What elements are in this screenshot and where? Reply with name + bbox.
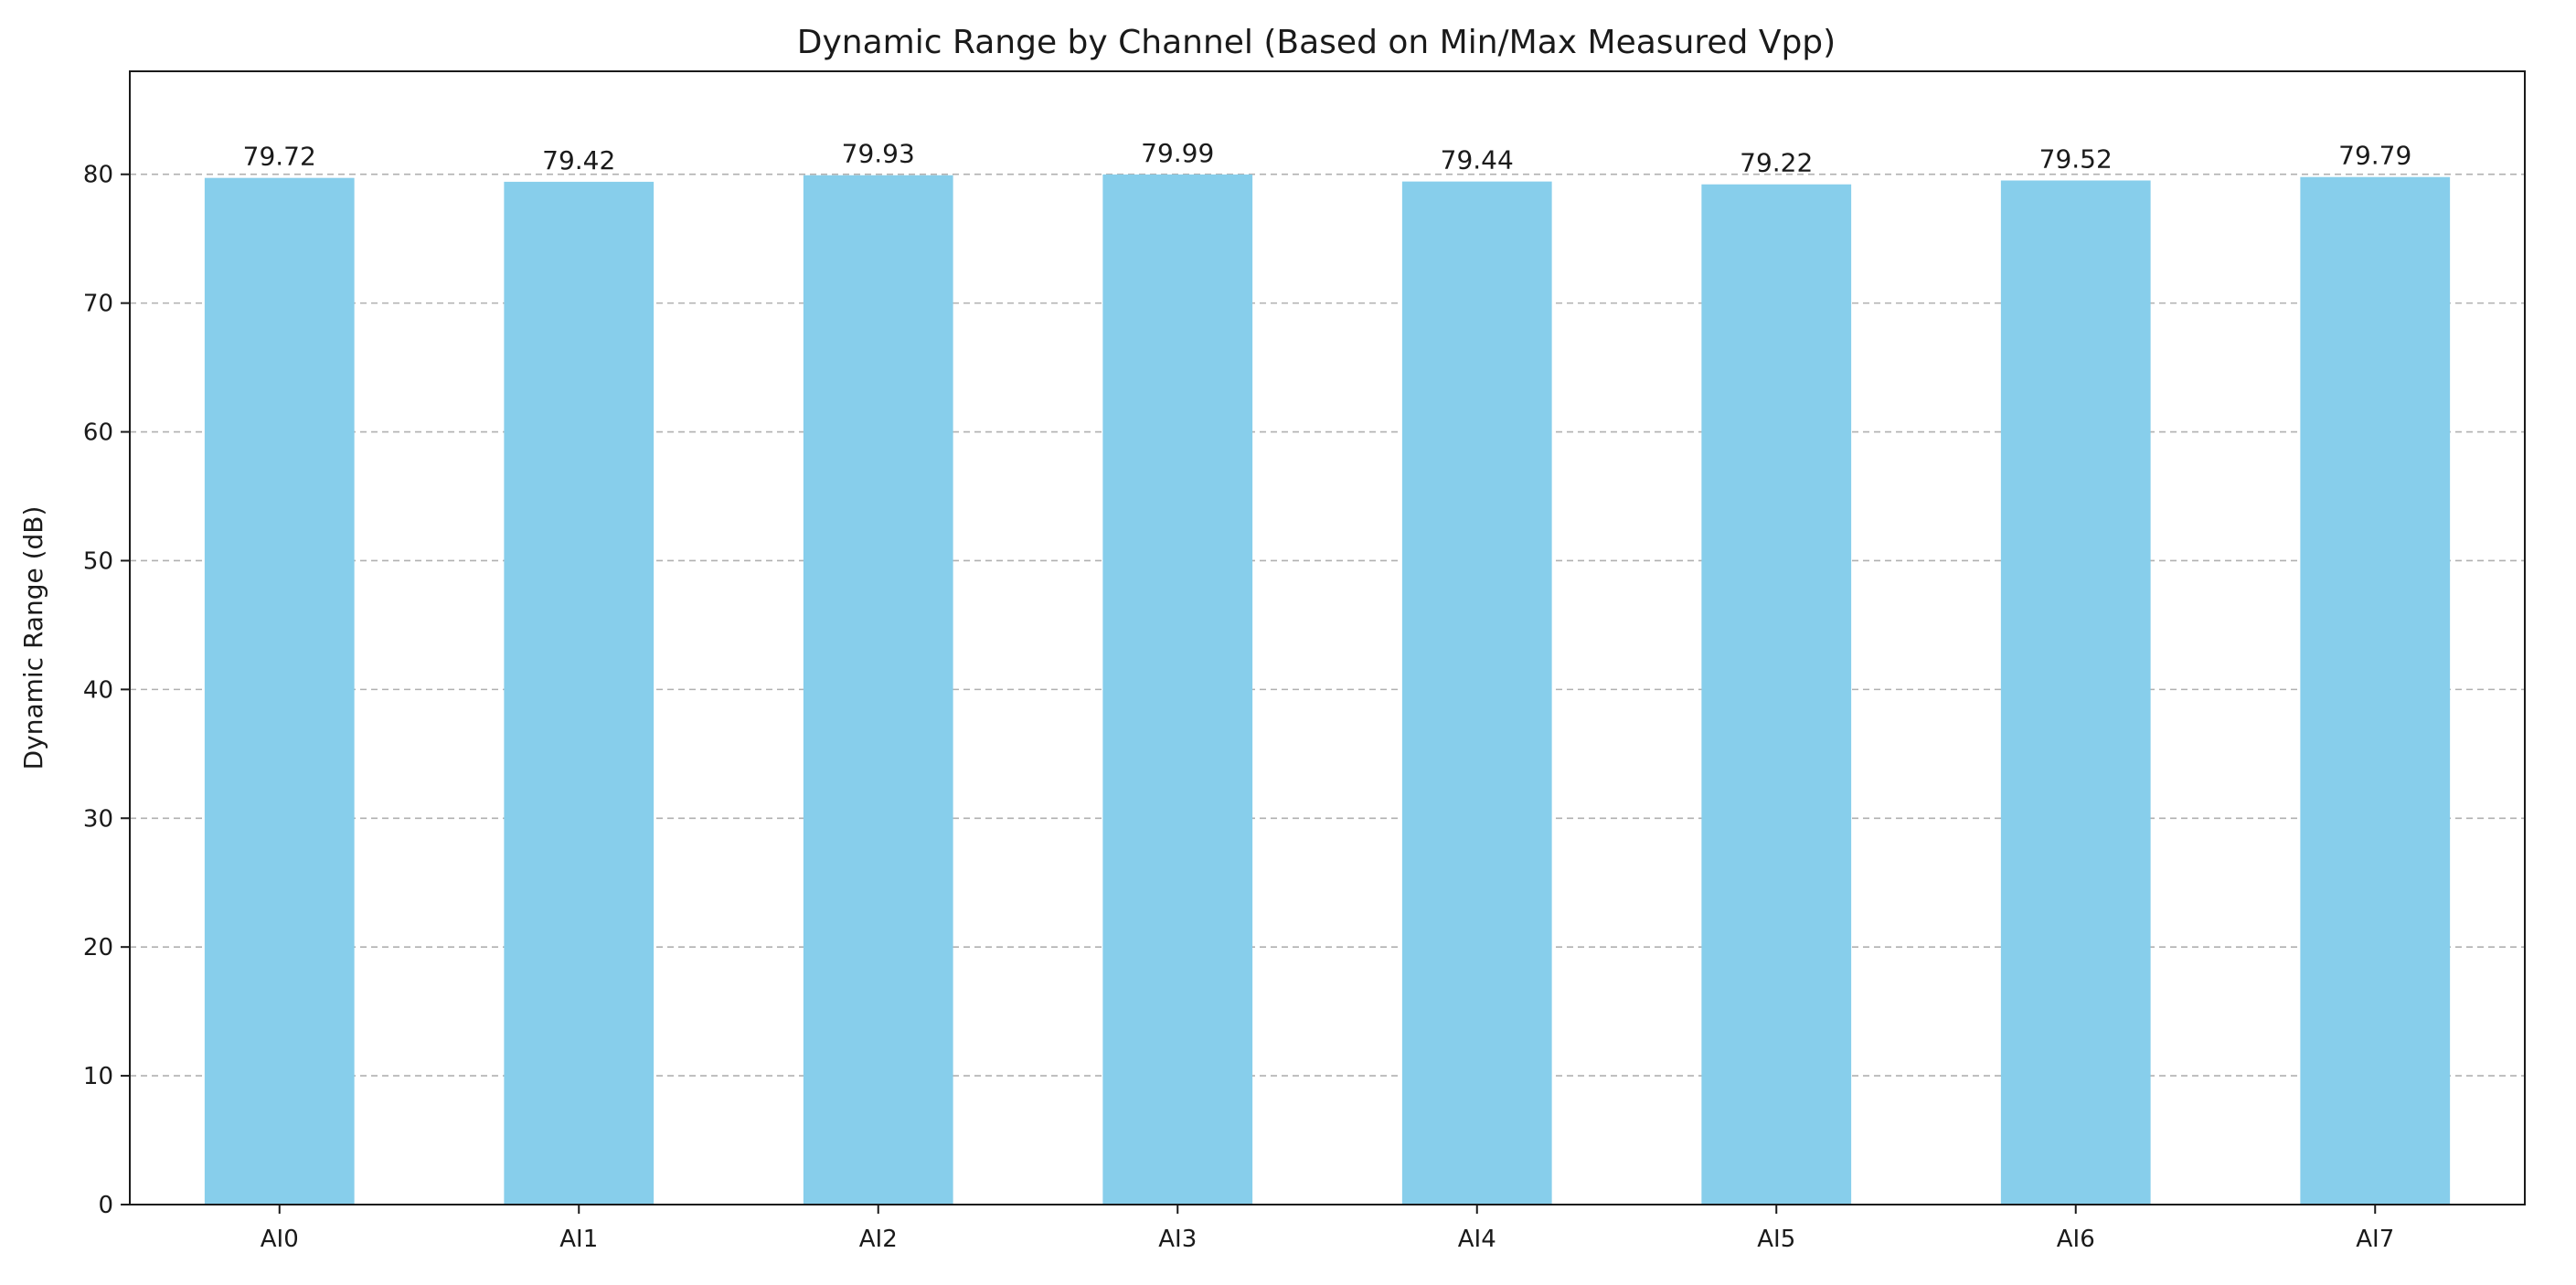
y-tick-label: 30 — [83, 805, 113, 833]
x-tick-label-ai0: AI0 — [261, 1226, 299, 1253]
value-label-ai5: 79.22 — [1740, 148, 1813, 178]
y-tick-label: 40 — [83, 676, 113, 704]
y-tick-label: 60 — [83, 419, 113, 447]
bar-ai6 — [2000, 180, 2151, 1205]
bars — [204, 174, 2451, 1205]
x-tick-label-ai1: AI1 — [559, 1226, 598, 1253]
bar-ai7 — [2300, 176, 2451, 1205]
y-tick-label: 20 — [83, 934, 113, 961]
value-label-ai4: 79.44 — [1441, 145, 1514, 175]
x-tick-label-ai6: AI6 — [2057, 1226, 2095, 1253]
value-label-ai6: 79.52 — [2039, 143, 2113, 174]
x-axis-ticks: AI0 AI1 AI2 AI3 AI4 AI5 AI6 AI7 — [261, 1205, 2394, 1253]
y-tick-label: 0 — [98, 1192, 113, 1219]
value-label-ai0: 79.72 — [243, 142, 316, 172]
bar-ai2 — [803, 175, 953, 1205]
x-tick-label-ai5: AI5 — [1757, 1226, 1795, 1253]
y-tick-label: 10 — [83, 1063, 113, 1090]
bar-ai0 — [204, 177, 355, 1205]
value-labels: 79.72 79.42 79.93 79.99 79.44 79.22 79.52 79.79 — [243, 138, 2412, 178]
x-tick-label-ai2: AI2 — [859, 1226, 898, 1253]
bar-ai1 — [504, 181, 655, 1205]
x-tick-label-ai4: AI4 — [1458, 1226, 1496, 1253]
x-tick-label-ai7: AI7 — [2356, 1226, 2394, 1253]
value-label-ai7: 79.79 — [2338, 141, 2411, 171]
chart-title: Dynamic Range by Channel (Based on Min/M… — [797, 24, 1836, 61]
value-label-ai1: 79.42 — [542, 145, 615, 175]
y-tick-label: 70 — [83, 291, 113, 318]
x-tick-label-ai3: AI3 — [1158, 1226, 1197, 1253]
bar-ai4 — [1401, 181, 1552, 1205]
bar-ai3 — [1102, 174, 1253, 1205]
y-axis-ticks: 0 10 20 30 40 50 60 70 80 — [83, 162, 130, 1219]
y-tick-label: 80 — [83, 162, 113, 189]
bar-ai5 — [1701, 184, 1852, 1205]
y-axis-label: Dynamic Range (dB) — [18, 506, 48, 770]
plot-frame — [129, 70, 2526, 1205]
value-label-ai3: 79.99 — [1141, 138, 1214, 168]
value-label-ai2: 79.93 — [842, 139, 915, 169]
y-tick-label: 50 — [83, 547, 113, 575]
